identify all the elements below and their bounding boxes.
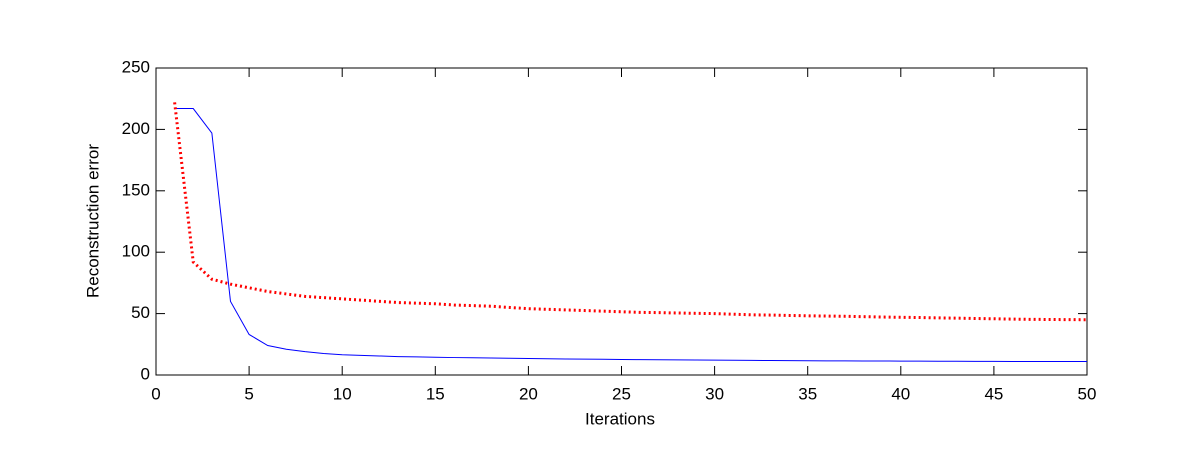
x-tick-label: 15	[426, 384, 445, 403]
x-axis-label: Iterations	[585, 409, 655, 428]
x-tick-label: 25	[612, 384, 631, 403]
x-tick-label: 50	[1078, 384, 1097, 403]
y-tick-label: 50	[131, 303, 150, 322]
series-line	[173, 102, 1088, 322]
x-tick-label: 40	[891, 384, 910, 403]
x-tick-label: 0	[151, 384, 160, 403]
y-tick-label: 100	[122, 242, 150, 261]
x-tick-label: 45	[984, 384, 1003, 403]
y-tick-label: 200	[122, 119, 150, 138]
y-tick-label: 150	[122, 180, 150, 199]
x-tick-label: 35	[798, 384, 817, 403]
x-tick-label: 10	[333, 384, 352, 403]
x-tick-label: 20	[519, 384, 538, 403]
x-tick-label: 30	[705, 384, 724, 403]
y-tick-label: 250	[122, 57, 150, 76]
y-tick-label: 0	[141, 364, 150, 383]
series-line	[174, 108, 1087, 362]
x-tick-label: 5	[244, 384, 253, 403]
y-axis-label: Reconstruction error	[83, 144, 102, 298]
